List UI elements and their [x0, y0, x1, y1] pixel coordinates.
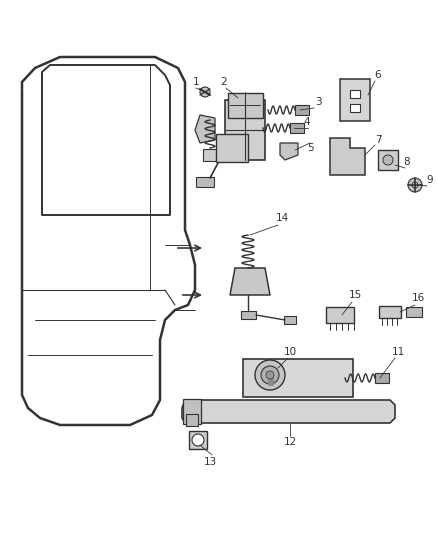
Bar — [183, 399, 201, 424]
Circle shape — [266, 371, 274, 379]
Circle shape — [255, 360, 285, 390]
Text: 6: 6 — [374, 70, 381, 80]
Circle shape — [200, 87, 210, 97]
Circle shape — [261, 366, 279, 384]
Polygon shape — [280, 143, 298, 160]
Bar — [203, 149, 217, 161]
Text: 1: 1 — [193, 77, 199, 87]
Bar — [350, 90, 360, 98]
Bar — [350, 104, 360, 112]
Bar — [375, 373, 389, 383]
Polygon shape — [182, 400, 395, 423]
Polygon shape — [230, 268, 270, 295]
Text: 5: 5 — [307, 143, 313, 153]
Text: 10: 10 — [283, 347, 297, 357]
Text: 13: 13 — [203, 457, 217, 467]
Bar — [295, 105, 309, 115]
Bar — [290, 123, 304, 133]
Text: 4: 4 — [304, 117, 310, 127]
Bar — [378, 150, 398, 170]
Bar — [225, 100, 265, 160]
Text: 3: 3 — [314, 97, 321, 107]
Bar — [189, 431, 207, 449]
Bar — [186, 414, 198, 426]
Bar — [240, 311, 255, 319]
Text: 7: 7 — [374, 135, 381, 145]
Bar — [379, 306, 401, 318]
Bar — [268, 377, 272, 385]
Bar — [340, 79, 370, 121]
Circle shape — [408, 178, 422, 192]
Bar — [243, 359, 353, 397]
Bar — [284, 316, 296, 324]
Text: 16: 16 — [411, 293, 424, 303]
Bar — [406, 307, 422, 317]
Text: 14: 14 — [276, 213, 289, 223]
Text: 2: 2 — [221, 77, 227, 87]
Polygon shape — [330, 138, 365, 175]
Text: 8: 8 — [404, 157, 410, 167]
Circle shape — [192, 434, 204, 446]
Polygon shape — [195, 115, 215, 143]
Circle shape — [383, 155, 393, 165]
Bar — [196, 177, 214, 187]
Bar — [216, 134, 248, 162]
Bar — [227, 93, 262, 117]
Text: 15: 15 — [348, 290, 362, 300]
Text: 11: 11 — [392, 347, 405, 357]
Bar — [326, 307, 354, 323]
Text: 12: 12 — [283, 437, 297, 447]
Text: 9: 9 — [427, 175, 433, 185]
